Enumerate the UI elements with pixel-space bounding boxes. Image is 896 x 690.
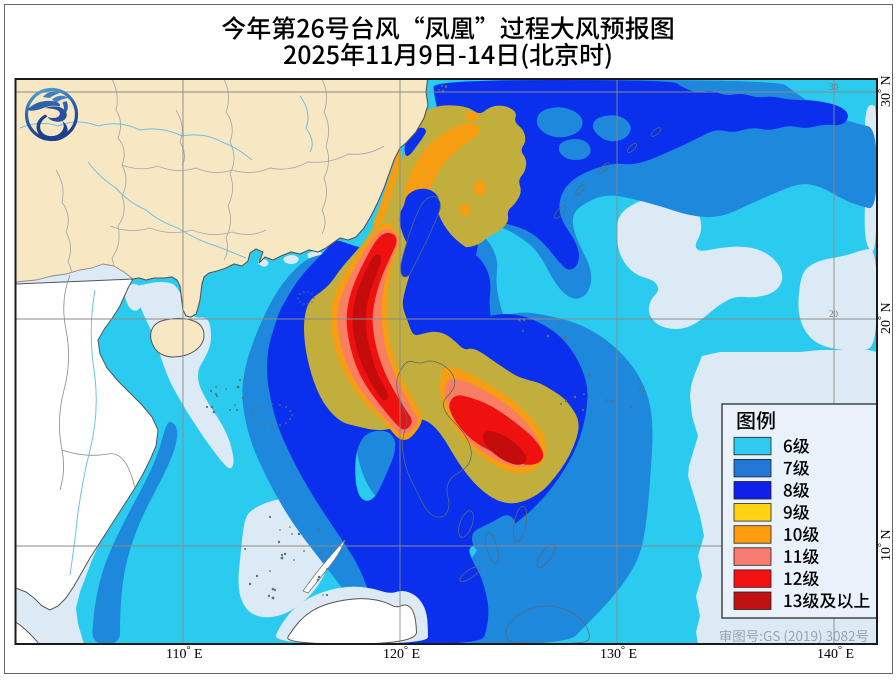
svg-text:30° N: 30° N — [877, 75, 894, 107]
svg-text:130° E: 130° E — [600, 645, 637, 662]
svg-text:110° E: 110° E — [166, 645, 203, 662]
svg-text:10° N: 10° N — [877, 529, 894, 561]
svg-text:20° N: 20° N — [877, 302, 894, 334]
svg-text:120° E: 120° E — [383, 645, 420, 662]
svg-text:140° E: 140° E — [817, 645, 854, 662]
svg-text:30: 30 — [829, 82, 839, 92]
svg-text:20: 20 — [829, 309, 839, 319]
